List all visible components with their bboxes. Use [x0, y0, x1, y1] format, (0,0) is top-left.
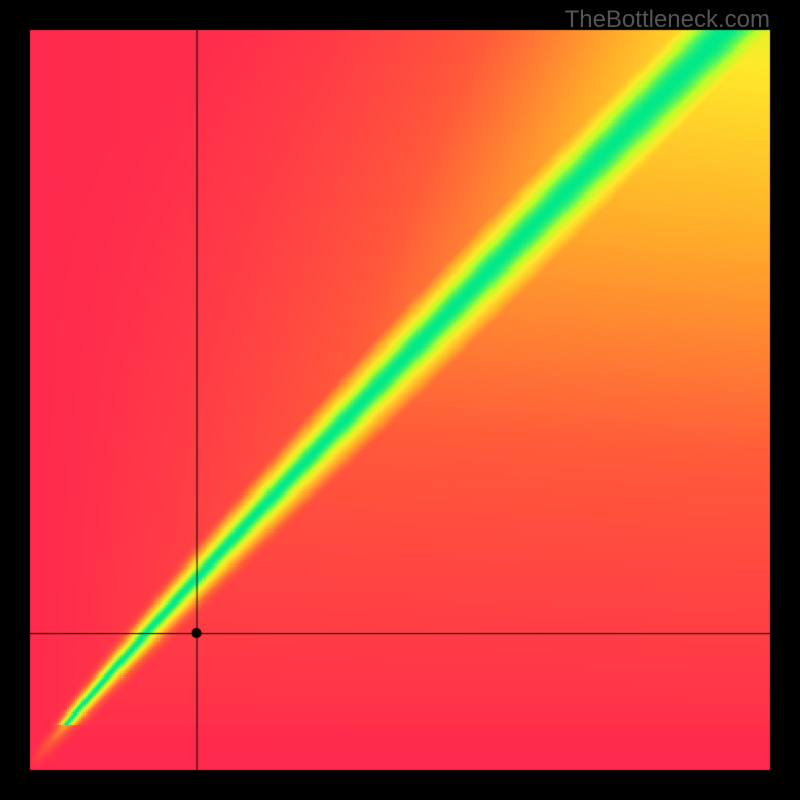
- chart-container: TheBottleneck.com: [0, 0, 800, 800]
- watermark-text: TheBottleneck.com: [565, 6, 770, 34]
- bottleneck-heatmap: [0, 0, 800, 800]
